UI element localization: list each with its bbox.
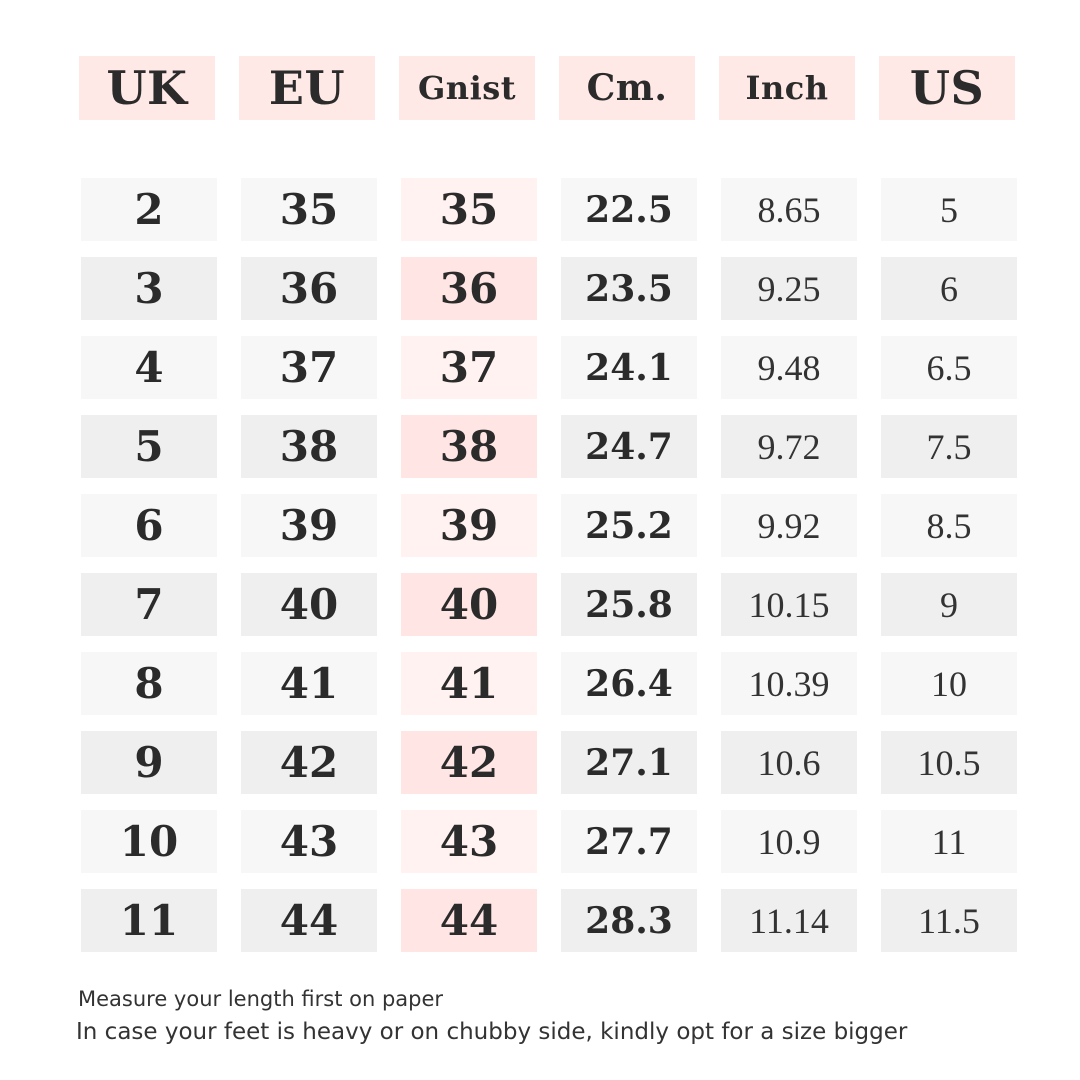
note-measure: Measure your length first on paper: [78, 987, 444, 1011]
cell-inch: 9.48: [721, 336, 857, 399]
cell-gnist: 38: [401, 415, 537, 478]
cell-eu: 39: [241, 494, 377, 557]
cell-cm: 25.8: [561, 573, 697, 636]
cell-eu: 38: [241, 415, 377, 478]
cell-us: 5: [881, 178, 1017, 241]
cell-eu: 43: [241, 810, 377, 873]
cell-gnist: 39: [401, 494, 537, 557]
cell-gnist: 43: [401, 810, 537, 873]
cell-us: 7.5: [881, 415, 1017, 478]
cell-us: 10.5: [881, 731, 1017, 794]
cell-gnist: 42: [401, 731, 537, 794]
cell-eu: 44: [241, 889, 377, 952]
cell-cm: 28.3: [561, 889, 697, 952]
size-chart-header: UK EU Gnist Cm. Inch US: [79, 56, 1015, 120]
cell-inch: 10.15: [721, 573, 857, 636]
cell-us: 6: [881, 257, 1017, 320]
cell-us: 6.5: [881, 336, 1017, 399]
cell-us: 10: [881, 652, 1017, 715]
cell-inch: 9.25: [721, 257, 857, 320]
header-us: US: [879, 56, 1015, 120]
cell-gnist: 40: [401, 573, 537, 636]
header-uk: UK: [79, 56, 215, 120]
cell-uk: 2: [81, 178, 217, 241]
header-gnist: Gnist: [399, 56, 535, 120]
header-inch: Inch: [719, 56, 855, 120]
cell-inch: 10.9: [721, 810, 857, 873]
cell-eu: 40: [241, 573, 377, 636]
cell-gnist: 37: [401, 336, 537, 399]
cell-cm: 22.5: [561, 178, 697, 241]
size-chart-body: 2 35 35 22.5 8.65 5 3 36 36 23.5 9.25 6 …: [81, 178, 1017, 952]
cell-us: 8.5: [881, 494, 1017, 557]
cell-us: 11.5: [881, 889, 1017, 952]
cell-uk: 4: [81, 336, 217, 399]
cell-eu: 37: [241, 336, 377, 399]
note-size-bigger: In case your feet is heavy or on chubby …: [76, 1019, 908, 1045]
cell-cm: 27.7: [561, 810, 697, 873]
cell-eu: 41: [241, 652, 377, 715]
cell-cm: 26.4: [561, 652, 697, 715]
cell-uk: 7: [81, 573, 217, 636]
cell-us: 11: [881, 810, 1017, 873]
cell-gnist: 44: [401, 889, 537, 952]
cell-cm: 24.7: [561, 415, 697, 478]
cell-eu: 36: [241, 257, 377, 320]
cell-inch: 9.72: [721, 415, 857, 478]
cell-cm: 23.5: [561, 257, 697, 320]
cell-uk: 3: [81, 257, 217, 320]
cell-cm: 25.2: [561, 494, 697, 557]
cell-inch: 10.39: [721, 652, 857, 715]
cell-gnist: 36: [401, 257, 537, 320]
header-cm: Cm.: [559, 56, 695, 120]
cell-uk: 5: [81, 415, 217, 478]
cell-uk: 10: [81, 810, 217, 873]
cell-inch: 11.14: [721, 889, 857, 952]
cell-inch: 8.65: [721, 178, 857, 241]
cell-cm: 24.1: [561, 336, 697, 399]
cell-uk: 6: [81, 494, 217, 557]
cell-eu: 35: [241, 178, 377, 241]
cell-uk: 8: [81, 652, 217, 715]
cell-us: 9: [881, 573, 1017, 636]
header-eu: EU: [239, 56, 375, 120]
cell-cm: 27.1: [561, 731, 697, 794]
cell-inch: 10.6: [721, 731, 857, 794]
size-notes: Measure your length first on paper In ca…: [76, 984, 907, 1050]
cell-gnist: 41: [401, 652, 537, 715]
cell-gnist: 35: [401, 178, 537, 241]
cell-uk: 9: [81, 731, 217, 794]
cell-uk: 11: [81, 889, 217, 952]
cell-eu: 42: [241, 731, 377, 794]
cell-inch: 9.92: [721, 494, 857, 557]
